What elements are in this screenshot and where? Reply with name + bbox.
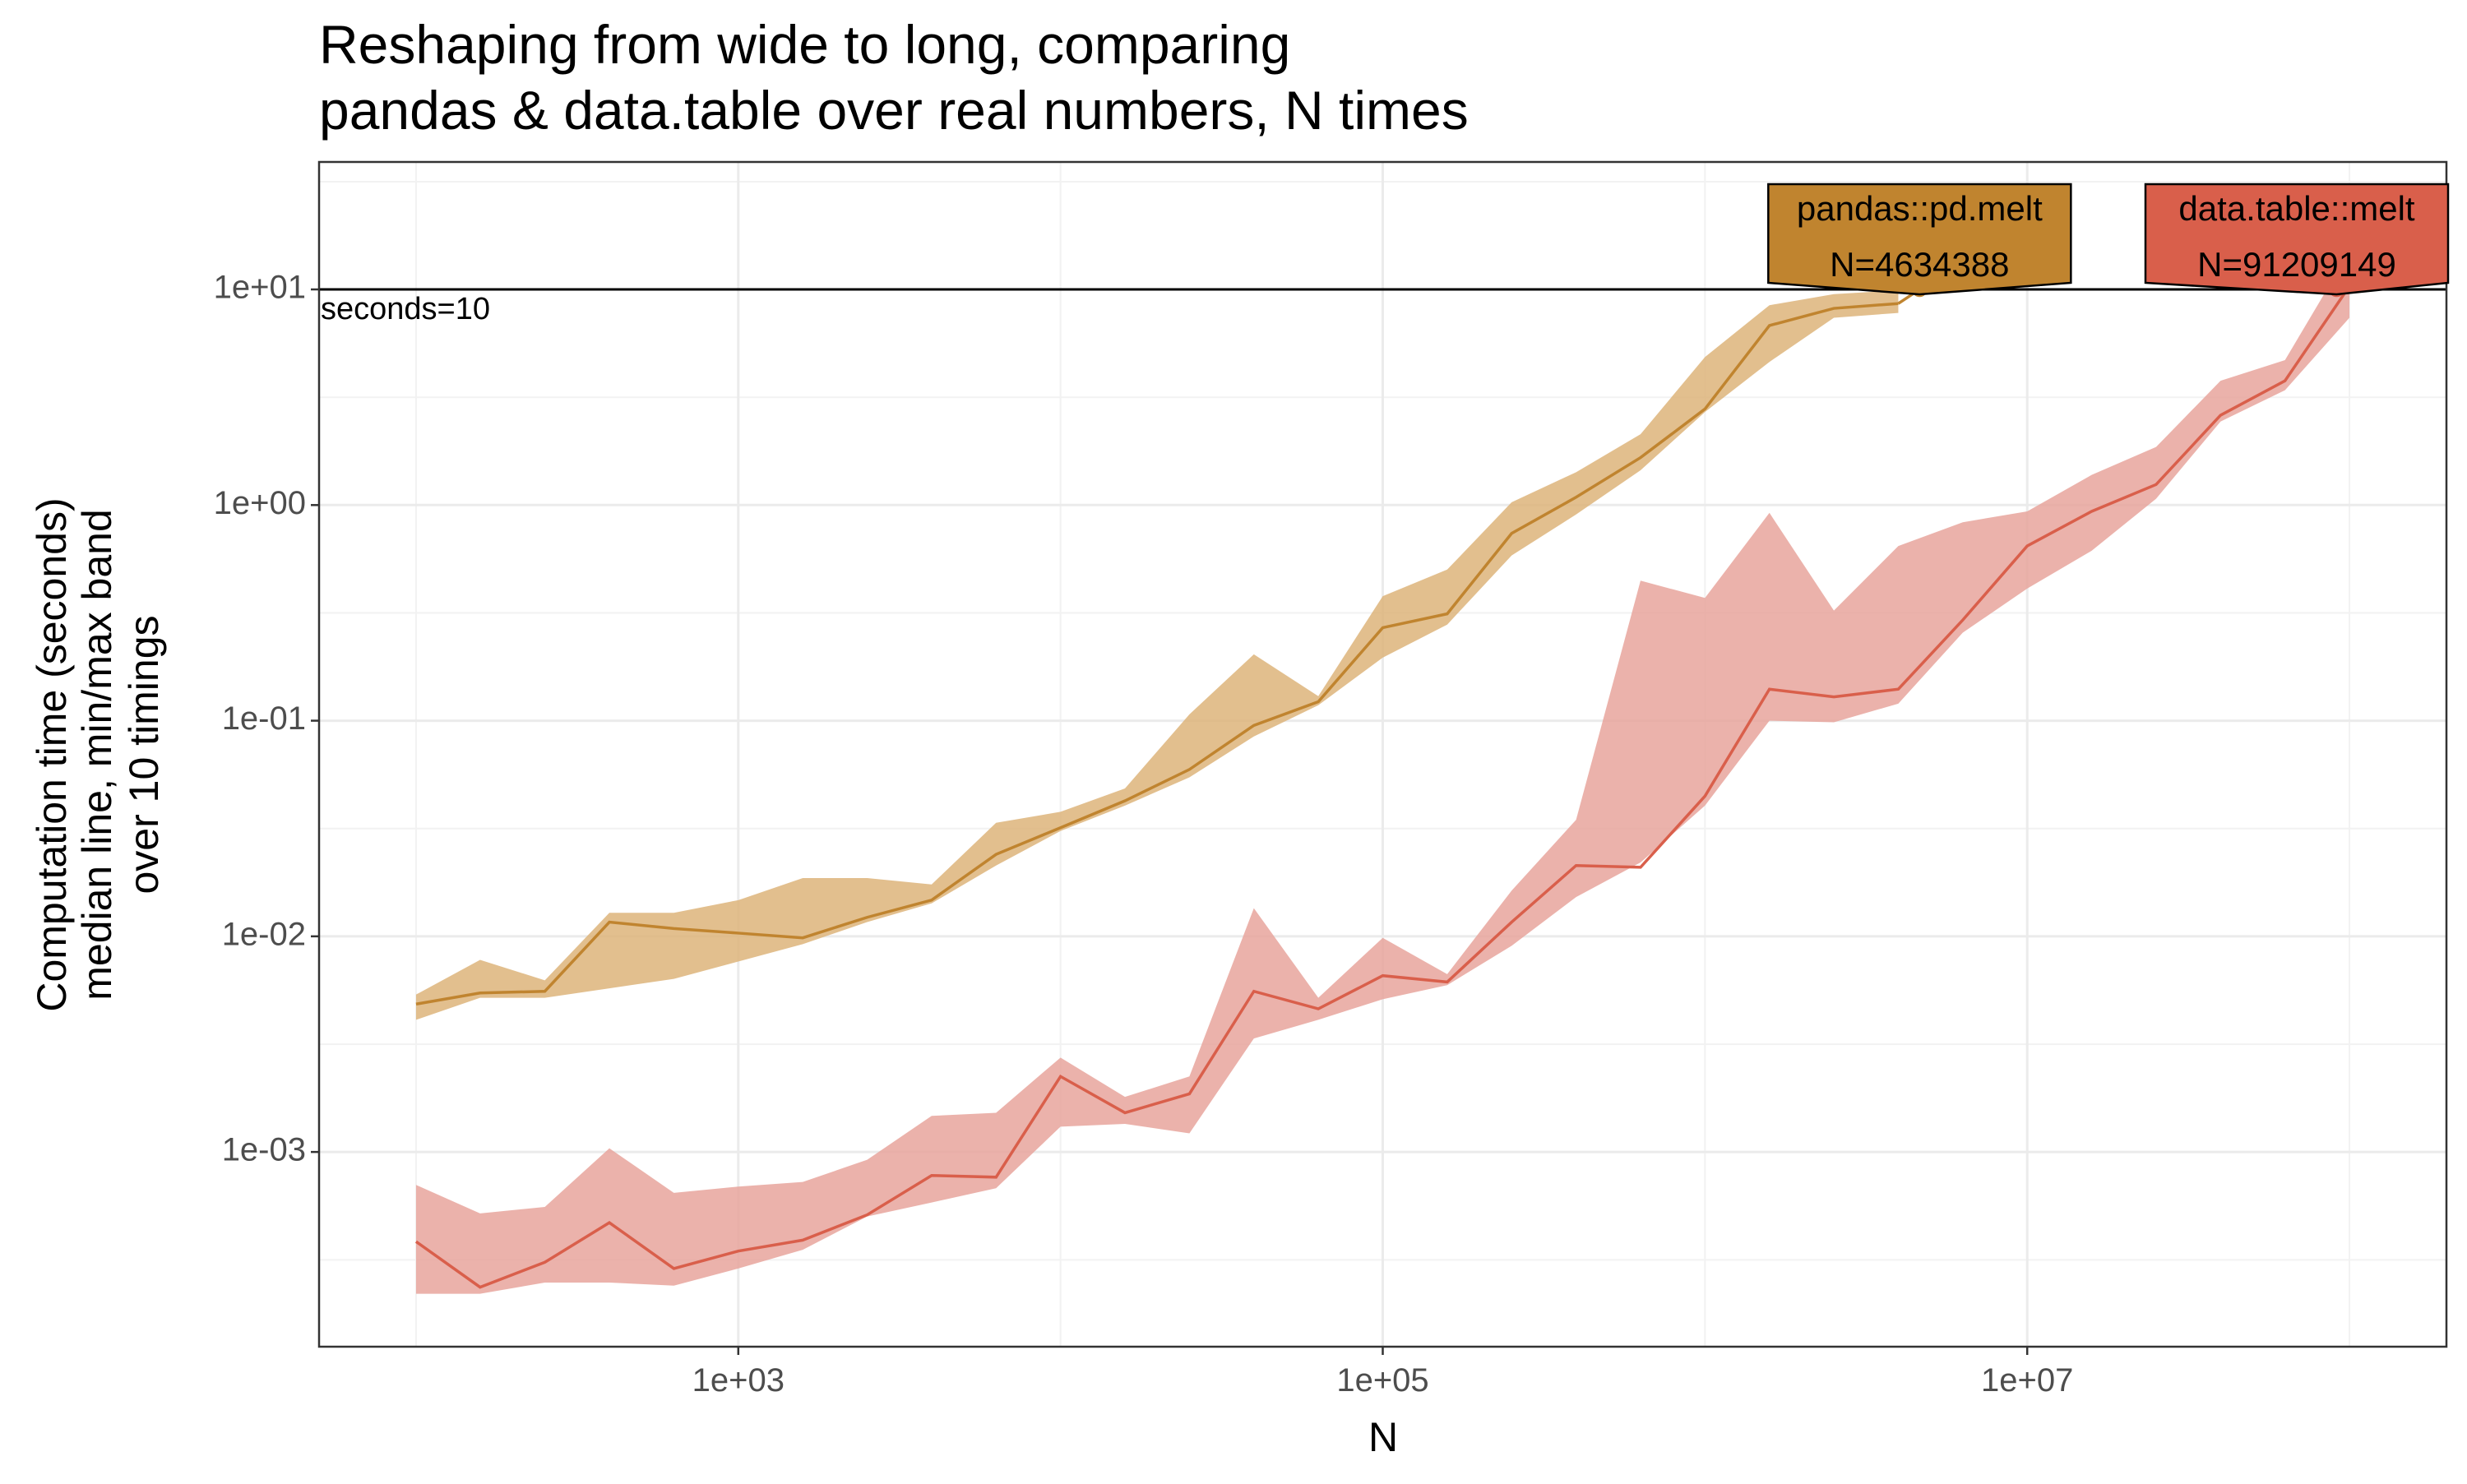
y-tick-label: 1e+00 [214,485,306,521]
x-tick-label: 1e+05 [1336,1362,1428,1398]
label-box [2144,183,2450,296]
reference-label: seconds=10 [321,292,490,326]
label-name: data.table::melt [2178,189,2415,228]
label-n: N=4634388 [1830,245,2009,284]
label-n: N=91209149 [2197,245,2396,284]
axes: 1e+03 1e+05 1e+07 1e-03 1e-02 1e-01 1e+00 1e+01 [214,270,2074,1398]
x-tick-label: 1e+07 [1981,1362,2073,1398]
y-axis-title-group: Computation time (seconds) median line, … [29,497,167,1011]
y-tick-label: 1e-01 [222,700,306,737]
panel-border [317,160,2448,1348]
chart-title: pandas & data.table over real numbers, N… [319,80,1469,141]
y-axis-title: over 10 timings [121,615,167,894]
label-name: pandas::pd.melt [1797,189,2043,228]
x-tick-label: 1e+03 [692,1362,785,1398]
min-max-band [415,251,2350,1294]
plot-area [319,251,2446,1294]
y-tick-label: 1e-02 [222,916,306,952]
y-tick-label: 1e-03 [222,1132,306,1168]
y-axis-title: median line, min/max band [74,509,120,1001]
chart-title: Reshaping from wide to long, comparing [319,14,1290,75]
y-axis-title: Computation time (seconds) [29,497,75,1011]
x-axis-title: N [1368,1414,1398,1460]
y-tick-label: 1e+01 [214,270,306,306]
min-max-band [415,290,1899,1020]
median-line [414,285,2351,1289]
median-line [415,302,1899,1006]
label-box [1767,183,2072,296]
